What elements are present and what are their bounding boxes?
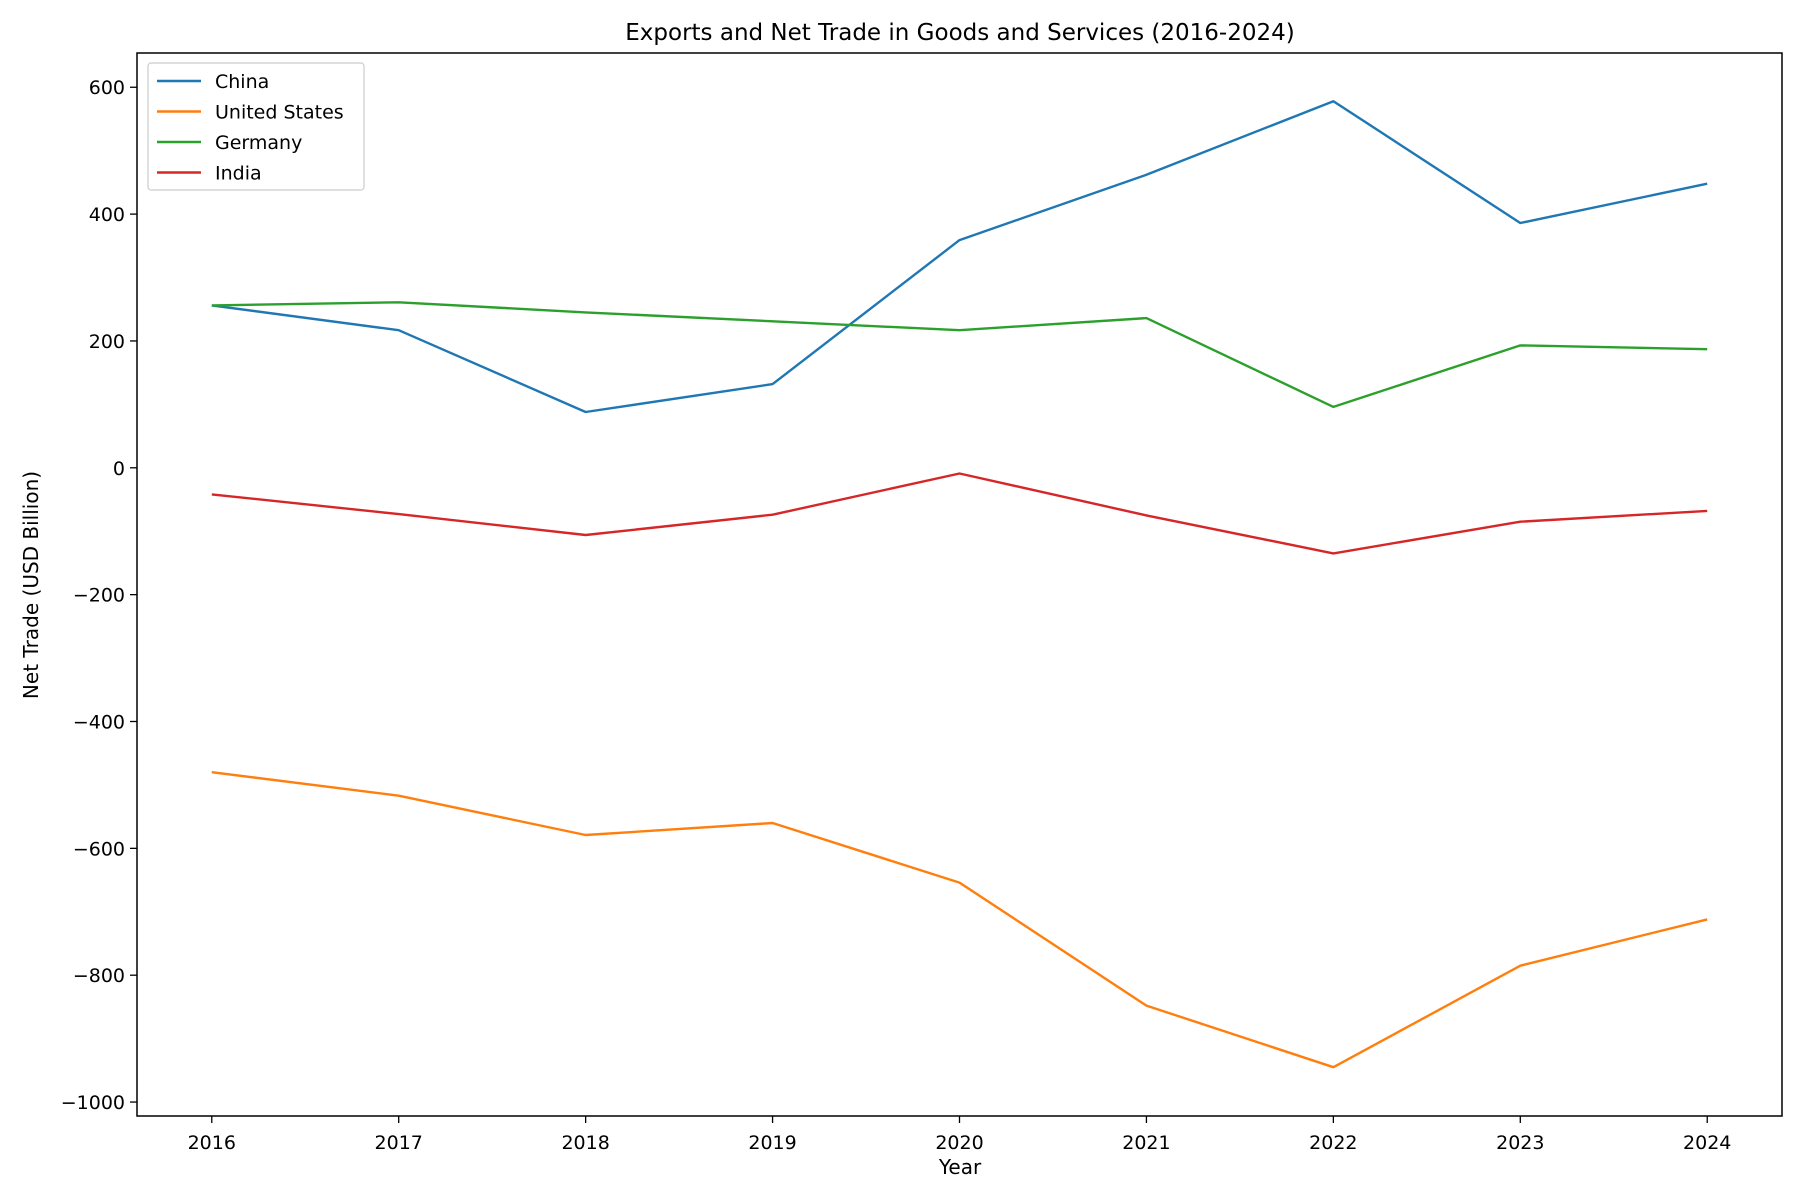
x-axis: 2016 2017 2018 2019 2020 2021 2022 2023 2024: [188, 1116, 1731, 1154]
x-tick-label: 2020: [935, 1132, 983, 1154]
y-tick-label: 0: [113, 458, 125, 480]
plot-area: [136, 52, 1783, 1117]
legend-box: [147, 62, 365, 191]
legend: China United States Germany India: [147, 62, 365, 191]
y-tick-label: −1000: [61, 1092, 125, 1114]
series-line-germany: [211, 301, 1708, 409]
y-tick-label: −200: [73, 585, 125, 607]
y-tick-label: −800: [73, 965, 125, 987]
x-axis-title: Year: [938, 1155, 982, 1179]
x-tick-label: 2022: [1309, 1132, 1357, 1154]
y-tick-label: 200: [89, 331, 125, 353]
y-tick-label: −600: [73, 838, 125, 860]
y-axis: 600 400 200 0 −200 −400 −600 −800 −1000: [61, 77, 137, 1114]
series-layer: [211, 99, 1708, 1069]
y-tick-label: 600: [89, 77, 125, 99]
y-tick-label: −400: [73, 711, 125, 733]
x-tick-label: 2023: [1496, 1132, 1544, 1154]
legend-label-china: China: [215, 71, 269, 93]
x-tick-label: 2018: [561, 1132, 609, 1154]
chart-title: Exports and Net Trade in Goods and Servi…: [625, 20, 1294, 46]
series-line-india: [211, 472, 1708, 555]
x-tick-label: 2017: [375, 1132, 423, 1154]
series-line-china: [211, 99, 1708, 414]
x-tick-label: 2016: [188, 1132, 236, 1154]
series-line-united-states: [211, 771, 1708, 1069]
x-tick-label: 2019: [748, 1132, 796, 1154]
x-tick-label: 2021: [1122, 1132, 1170, 1154]
legend-items: China United States Germany India: [157, 71, 344, 185]
x-tick-label: 2024: [1683, 1132, 1731, 1154]
y-axis-title: Net Trade (USD Billion): [19, 471, 43, 699]
legend-label-germany: Germany: [215, 132, 302, 154]
legend-label-united-states: United States: [215, 102, 344, 124]
legend-label-india: India: [215, 163, 262, 185]
y-tick-label: 400: [89, 204, 125, 226]
